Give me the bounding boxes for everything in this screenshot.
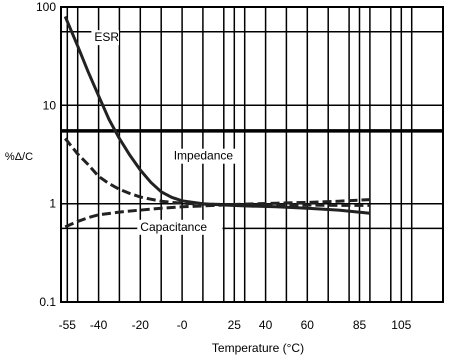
x-tick-label: 60 [301,318,315,332]
annotation-esr-background [91,30,119,46]
curves [63,15,371,229]
tick-labels: -55 -40 -20 -0 25 40 60 85 105 100 10 1 0.1 [36,0,412,332]
x-tick-label: 25 [228,318,242,332]
annotations: ESR Impedance Capacitance [91,30,242,235]
annotation-esr: ESR [94,30,119,44]
y-tick-label: 0.1 [39,295,56,309]
series-esr-line [63,15,371,215]
x-axis-title: Temperature (°C) [212,341,304,355]
x-tick-label: -40 [90,318,108,332]
x-tick-label: -20 [132,318,150,332]
x-tick-label: 40 [259,318,273,332]
annotation-capacitance-background [137,219,223,235]
annotation-impedance-background [170,148,242,164]
y-axis-title: %Δ/C [5,151,33,163]
x-tick-label: 105 [391,318,411,332]
x-tick-label: 85 [353,318,367,332]
series-impedance-line [64,137,370,207]
plot-frame [60,6,444,303]
y-tick-label: 100 [36,0,56,14]
x-tick-label: -55 [59,318,77,332]
annotation-impedance: Impedance [174,149,234,163]
x-tick-label: -0 [177,318,188,332]
grid [60,6,444,303]
annotation-capacitance: Capacitance [140,220,207,234]
y-tick-label: 1 [49,197,56,211]
series-capacitance-line [64,198,370,229]
y-tick-label: 10 [43,98,57,112]
